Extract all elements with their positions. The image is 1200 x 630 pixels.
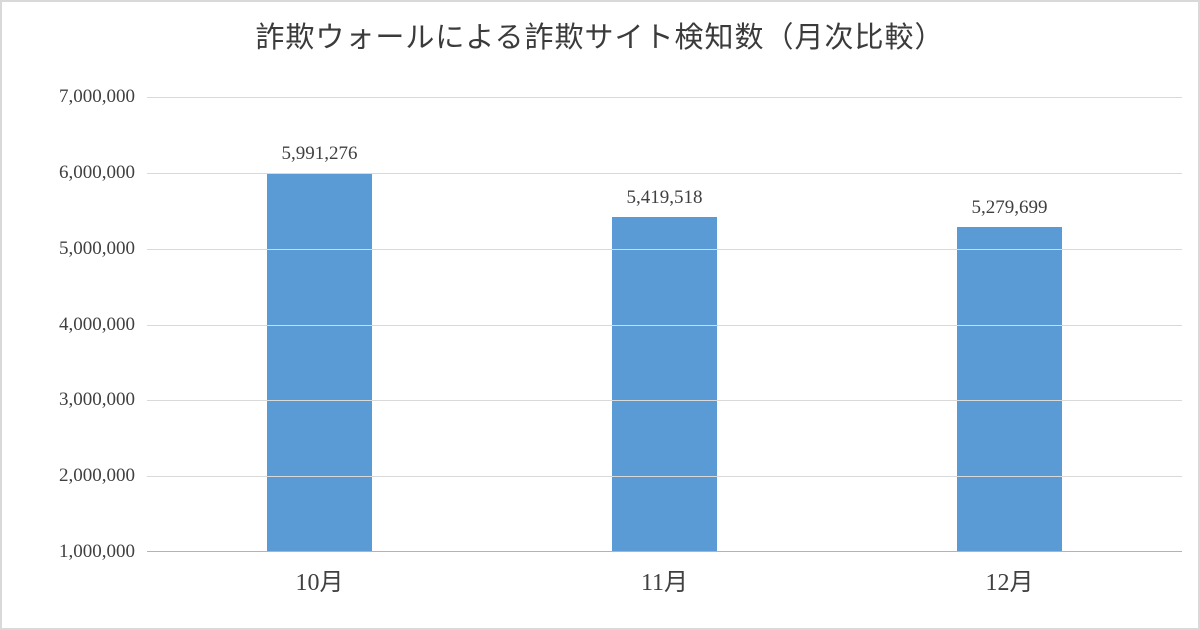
bar-slot: 5,991,276 — [147, 97, 492, 551]
x-category-label: 11月 — [640, 570, 689, 596]
bar-value-label: 5,991,276 — [281, 143, 358, 165]
bar-10月[interactable]: 5,991,276 — [267, 143, 372, 551]
bar-11月[interactable]: 5,419,518 — [612, 187, 717, 551]
gridline — [147, 476, 1182, 478]
y-tick-label: 6,000,000 — [59, 161, 135, 183]
gridline — [147, 172, 1182, 174]
gridline — [147, 324, 1182, 326]
y-axis: 7,000,000 6,000,000 5,000,000 4,000,000 3,00… — [2, 86, 135, 562]
x-category-label: 10月 — [295, 570, 344, 596]
y-tick-label: 2,000,000 — [59, 465, 135, 487]
bar-12月[interactable]: 5,279,699 — [957, 197, 1062, 551]
bar-slot: 5,279,699 — [837, 97, 1182, 551]
y-tick-label: 3,000,000 — [59, 389, 135, 411]
gridline — [147, 248, 1182, 250]
gridline — [147, 97, 1182, 98]
bar-slot: 5,419,518 — [492, 97, 837, 551]
y-tick-label: 5,000,000 — [59, 237, 135, 259]
bars-row: 5,991,276 5,419,518 5,279,699 — [147, 97, 1182, 551]
y-tick-label: 7,000,000 — [59, 86, 135, 107]
x-axis: 10月 11月 12月 — [147, 562, 1182, 597]
chart-title: 詐欺ウォールによる詐欺サイト検知数（月次比較） — [255, 22, 945, 54]
x-category-label: 12月 — [985, 570, 1034, 596]
y-tick-label: 1,000,000 — [59, 541, 135, 562]
bar-value-label: 5,419,518 — [626, 186, 703, 208]
plot-area: 5,991,276 5,419,518 5,279,699 — [147, 97, 1182, 552]
gridline — [147, 400, 1182, 402]
y-tick-label: 4,000,000 — [59, 313, 135, 335]
bar-value-label: 5,279,699 — [971, 197, 1048, 219]
